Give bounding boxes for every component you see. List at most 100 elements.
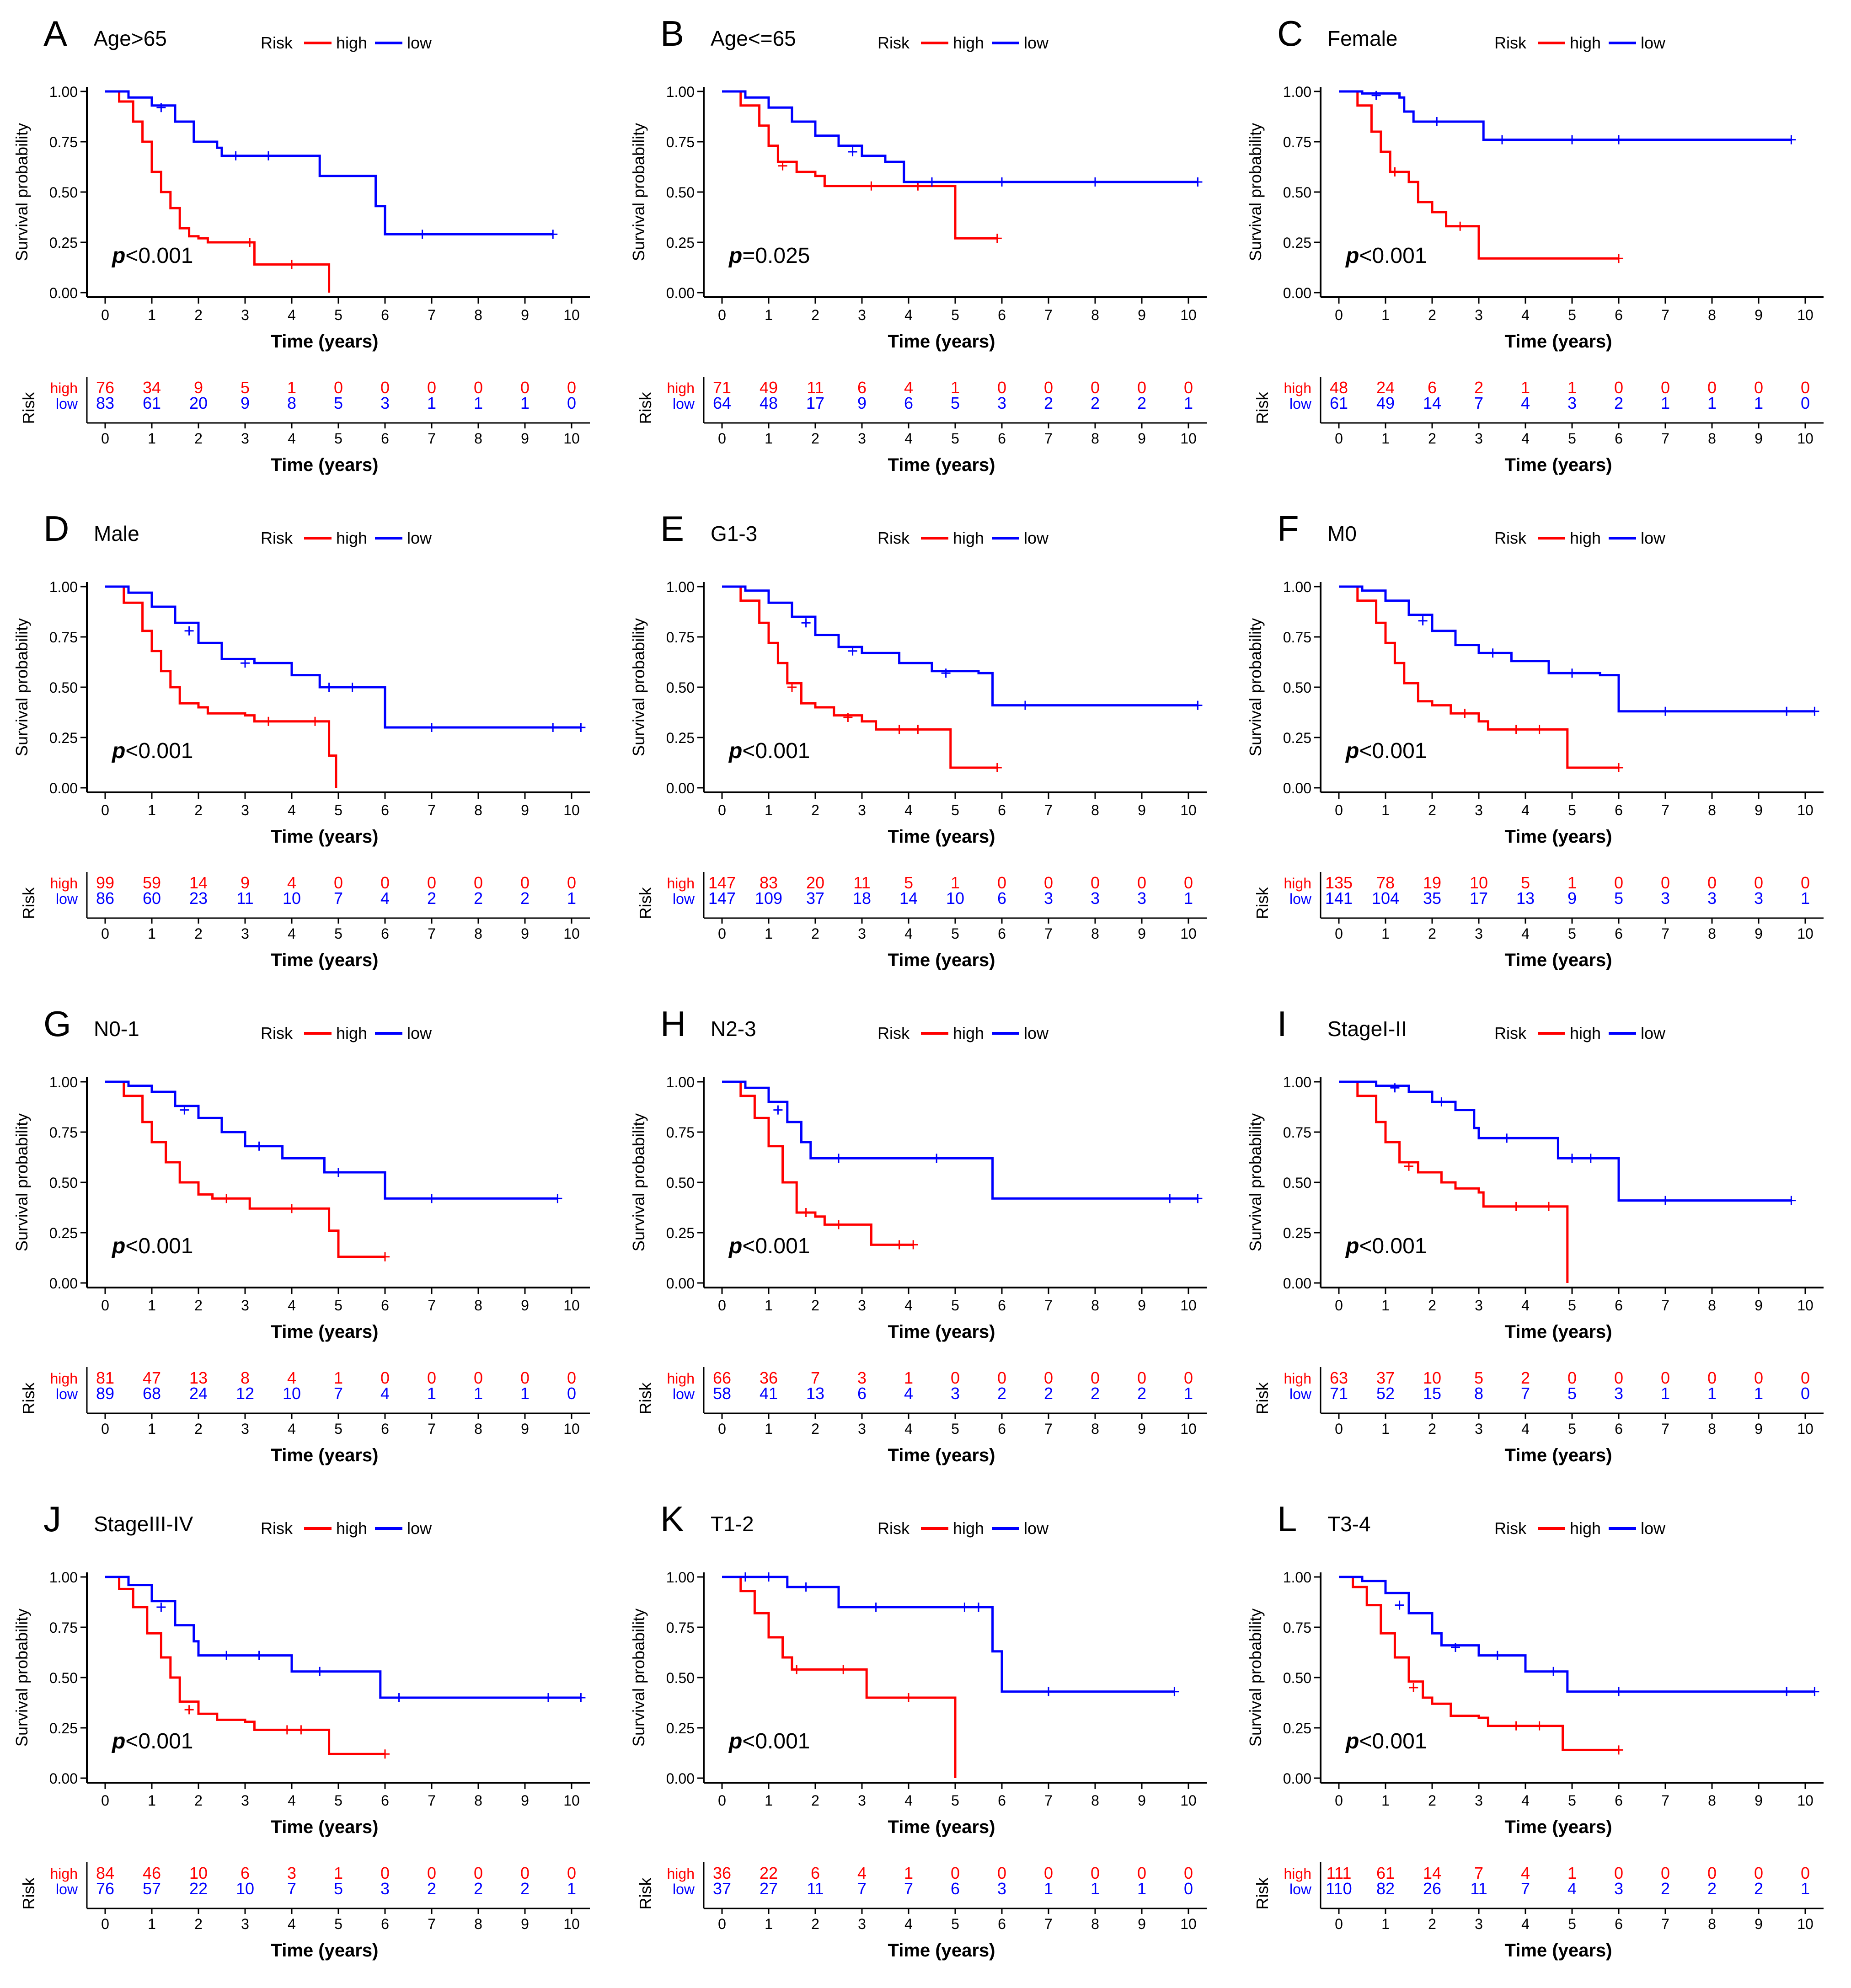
risk-x-tick-label: 3 — [1475, 1916, 1483, 1932]
risk-count-low: 7 — [287, 1879, 296, 1898]
risk-table-title: Risk — [636, 887, 655, 919]
risk-x-tick-label: 5 — [334, 1421, 342, 1437]
y-tick-label: 0.00 — [1283, 285, 1311, 301]
risk-count-high: 13 — [189, 1368, 208, 1387]
y-tick-label: 1.00 — [666, 1074, 695, 1090]
x-tick-label: 8 — [1091, 307, 1099, 323]
p-symbol: p — [728, 1234, 742, 1258]
censor-mark-low — [1567, 668, 1577, 678]
risk-count-low: 12 — [236, 1384, 254, 1403]
risk-count-high: 0 — [997, 378, 1006, 397]
x-tick-label: 4 — [904, 1297, 913, 1314]
x-tick-label: 0 — [1335, 802, 1343, 818]
risk-count-low: 49 — [1376, 394, 1395, 412]
risk-table-title: Risk — [636, 1382, 655, 1415]
risk-count-high: 36 — [760, 1368, 778, 1387]
risk-count-low: 2 — [474, 1879, 483, 1898]
x-tick-label: 0 — [101, 1297, 109, 1314]
risk-count-low: 13 — [806, 1384, 824, 1403]
risk-x-tick-label: 6 — [381, 925, 389, 942]
y-tick-label: 0.00 — [1283, 780, 1311, 796]
legend-low-label: low — [1641, 1024, 1666, 1042]
risk-count-low: 17 — [1470, 889, 1488, 908]
x-tick-label: 9 — [521, 802, 529, 818]
risk-count-low: 6 — [904, 394, 913, 412]
risk-row-high-label: high — [1284, 1370, 1312, 1387]
x-tick-label: 9 — [521, 1297, 529, 1314]
censor-mark-low — [156, 1603, 166, 1612]
risk-count-low: 8 — [287, 394, 296, 412]
risk-count-high: 3 — [857, 1368, 867, 1387]
censor-mark-high — [380, 1749, 390, 1759]
p-symbol: p — [1345, 739, 1359, 763]
risk-x-tick-label: 0 — [1335, 1916, 1343, 1932]
risk-count-high: 0 — [520, 873, 530, 892]
p-value-text: <0.001 — [125, 739, 193, 763]
y-tick-label: 0.25 — [49, 235, 78, 251]
y-tick-label: 0.50 — [1283, 679, 1311, 696]
y-tick-label: 0.75 — [666, 134, 695, 150]
x-tick-label: 2 — [1428, 802, 1436, 818]
censor-mark-low — [1390, 1083, 1400, 1093]
panel-letter: E — [660, 508, 684, 549]
risk-count-high: 1 — [1567, 378, 1577, 397]
risk-count-low: 2 — [1754, 1879, 1763, 1898]
censor-mark-low — [1418, 616, 1428, 625]
risk-count-low: 86 — [96, 889, 114, 908]
risk-count-low: 2 — [1137, 1384, 1146, 1403]
risk-x-tick-label: 8 — [1708, 1916, 1716, 1932]
risk-count-low: 3 — [997, 394, 1006, 412]
censor-mark-low — [427, 723, 436, 732]
x-tick-label: 1 — [1381, 1297, 1390, 1314]
y-tick-label: 0.00 — [1283, 1770, 1311, 1787]
risk-count-high: 9 — [241, 873, 250, 892]
x-tick-label: 8 — [1091, 802, 1099, 818]
x-tick-label: 4 — [288, 802, 296, 818]
y-tick-label: 1.00 — [1283, 84, 1311, 100]
x-tick-label: 0 — [1335, 1792, 1343, 1809]
x-tick-label: 3 — [241, 1297, 249, 1314]
risk-x-tick-label: 8 — [1708, 925, 1716, 942]
x-tick-label: 3 — [858, 1792, 866, 1809]
risk-x-tick-label: 7 — [1661, 1421, 1669, 1437]
censor-mark-low — [1165, 1194, 1175, 1203]
risk-count-low: 2 — [1614, 394, 1623, 412]
risk-count-high: 0 — [567, 873, 576, 892]
x-axis-title: Time (years) — [888, 1322, 995, 1342]
legend-low-label: low — [1641, 1519, 1666, 1538]
censor-mark-low — [231, 151, 241, 160]
x-axis-title: Time (years) — [1505, 1817, 1612, 1837]
risk-x-tick-label: 7 — [1661, 430, 1669, 447]
y-tick-label: 1.00 — [1283, 1569, 1311, 1586]
legend-high-label: high — [336, 1024, 367, 1042]
censor-mark-low — [974, 1603, 983, 1612]
legend-high-label: high — [336, 1519, 367, 1538]
x-tick-label: 6 — [1615, 307, 1623, 323]
risk-x-tick-label: 7 — [1661, 1916, 1669, 1932]
censor-mark-low — [544, 1693, 553, 1702]
risk-table-title: Risk — [1253, 1877, 1272, 1910]
risk-count-low: 1 — [1661, 394, 1670, 412]
legend: Risk high low — [1494, 529, 1666, 547]
risk-count-low: 3 — [1707, 889, 1717, 908]
risk-count-high: 4 — [287, 1368, 296, 1387]
risk-count-low: 0 — [1801, 394, 1810, 412]
censor-mark-low — [941, 668, 951, 678]
risk-count-high: 83 — [760, 873, 778, 892]
risk-row-low-label: low — [1289, 1881, 1312, 1897]
risk-x-tick-label: 1 — [765, 925, 773, 942]
risk-x-tick-label: 5 — [951, 1916, 959, 1932]
x-tick-label: 2 — [811, 802, 819, 818]
censor-mark-low — [1549, 1667, 1558, 1676]
risk-row-high-label: high — [667, 1865, 695, 1882]
risk-x-tick-label: 5 — [951, 925, 959, 942]
risk-count-low: 6 — [857, 1384, 867, 1403]
km-curve-high — [105, 1080, 385, 1258]
risk-x-tick-label: 3 — [858, 430, 866, 447]
x-tick-label: 1 — [765, 307, 773, 323]
risk-x-tick-label: 2 — [194, 1421, 203, 1437]
censor-mark-high — [1390, 167, 1400, 176]
risk-count-low: 4 — [380, 889, 390, 908]
